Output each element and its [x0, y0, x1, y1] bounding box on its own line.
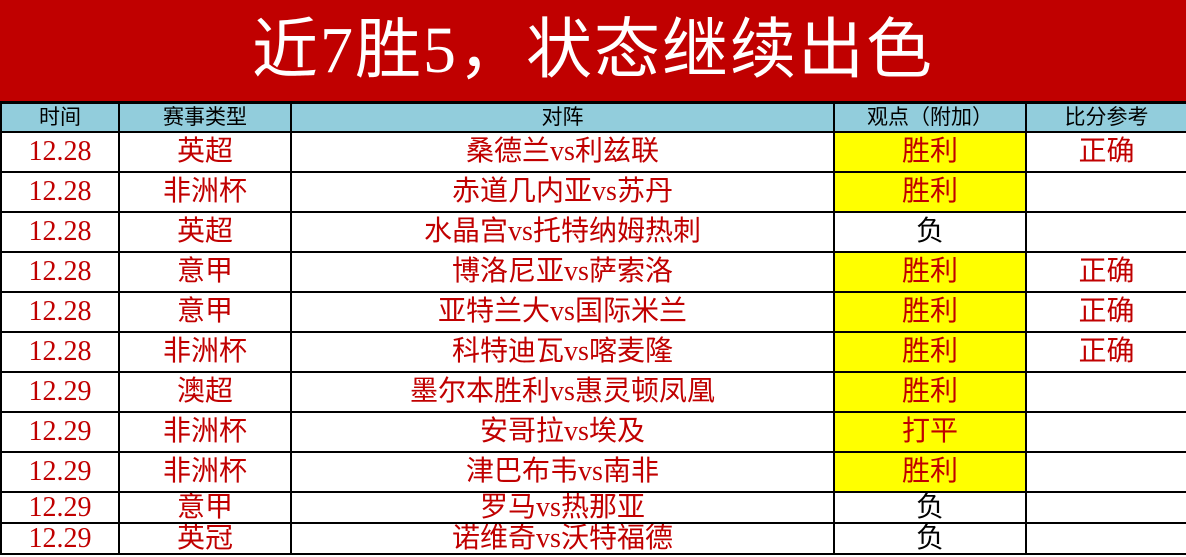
match-cell: 科特迪瓦vs喀麦隆	[290, 331, 835, 373]
pick-cell: 负	[833, 522, 1027, 555]
date-cell: 12.29	[0, 411, 120, 453]
table-row: 12.29 英冠 诺维奇vs沃特福德负	[0, 522, 1186, 555]
table-row: 12.28 意甲 亚特兰大vs国际米兰 胜利 正确	[0, 291, 1186, 333]
score-cell	[1025, 491, 1186, 524]
score-cell	[1025, 451, 1186, 493]
match-cell: 水晶宫vs托特纳姆热刺	[290, 211, 835, 253]
league-cell: 非洲杯	[118, 171, 292, 213]
table-row: 12.29 非洲杯 津巴布韦vs南非 胜利	[0, 451, 1186, 493]
league-cell: 意甲	[118, 491, 292, 524]
score-cell	[1025, 411, 1186, 453]
score-cell: 正确	[1025, 251, 1186, 293]
league-cell: 英超	[118, 211, 292, 253]
score-cell	[1025, 371, 1186, 413]
pick-cell: 负	[833, 491, 1027, 524]
date-cell: 12.28	[0, 331, 120, 373]
date-cell: 12.29	[0, 522, 120, 555]
date-cell: 12.28	[0, 171, 120, 213]
match-table: 时间 赛事类型 对阵 观点（附加） 比分参考 12.28 英超 桑德兰vs利兹联 胜利…	[0, 102, 1186, 555]
date-cell: 12.28	[0, 251, 120, 293]
pick-cell: 胜利	[833, 171, 1027, 213]
match-cell: 博洛尼亚vs萨索洛	[290, 251, 835, 293]
table-row: 12.28 英超 桑德兰vs利兹联 胜利 正确	[0, 131, 1186, 173]
pick-cell: 负	[833, 211, 1027, 253]
match-cell: 桑德兰vs利兹联	[290, 131, 835, 173]
league-cell: 意甲	[118, 251, 292, 293]
date-cell: 12.28	[0, 131, 120, 173]
score-cell	[1025, 211, 1186, 253]
header-match: 对阵	[290, 102, 835, 133]
league-cell: 英冠	[118, 522, 292, 555]
match-cell: 安哥拉vs埃及	[290, 411, 835, 453]
match-cell: 亚特兰大vs国际米兰	[290, 291, 835, 333]
league-cell: 英超	[118, 131, 292, 173]
league-cell: 非洲杯	[118, 451, 292, 493]
date-cell: 12.29	[0, 491, 120, 524]
table-row: 12.28 非洲杯 科特迪瓦vs喀麦隆 胜利 正确	[0, 331, 1186, 373]
score-cell: 正确	[1025, 331, 1186, 373]
date-cell: 12.29	[0, 371, 120, 413]
table-row: 12.29 非洲杯 安哥拉vs埃及 打平	[0, 411, 1186, 453]
header-row: 时间 赛事类型 对阵 观点（附加） 比分参考	[0, 102, 1186, 133]
pick-cell: 胜利	[833, 331, 1027, 373]
match-cell: 津巴布韦vs南非	[290, 451, 835, 493]
pick-cell: 胜利	[833, 371, 1027, 413]
pick-cell: 胜利	[833, 131, 1027, 173]
match-cell: 诺维奇vs沃特福德	[290, 522, 835, 555]
league-cell: 非洲杯	[118, 411, 292, 453]
table-row: 12.29 意甲 罗马vs热那亚负	[0, 491, 1186, 524]
match-cell: 墨尔本胜利vs惠灵顿凤凰	[290, 371, 835, 413]
header-league: 赛事类型	[118, 102, 292, 133]
table-row: 12.28 非洲杯 赤道几内亚vs苏丹 胜利	[0, 171, 1186, 213]
pick-cell: 胜利	[833, 451, 1027, 493]
pick-cell: 胜利	[833, 291, 1027, 333]
header-date: 时间	[0, 102, 120, 133]
match-cell: 赤道几内亚vs苏丹	[290, 171, 835, 213]
score-cell	[1025, 171, 1186, 213]
league-cell: 澳超	[118, 371, 292, 413]
score-cell: 正确	[1025, 131, 1186, 173]
date-cell: 12.28	[0, 291, 120, 333]
table-row: 12.28 意甲 博洛尼亚vs萨索洛 胜利 正确	[0, 251, 1186, 293]
score-cell	[1025, 522, 1186, 555]
header-pick: 观点（附加）	[833, 102, 1027, 133]
header-score: 比分参考	[1025, 102, 1186, 133]
table-row: 12.29 澳超 墨尔本胜利vs惠灵顿凤凰 胜利	[0, 371, 1186, 413]
pick-cell: 打平	[833, 411, 1027, 453]
date-cell: 12.28	[0, 211, 120, 253]
page-title: 近7胜5，状态继续出色	[0, 0, 1186, 102]
date-cell: 12.29	[0, 451, 120, 493]
table-row: 12.28 英超 水晶宫vs托特纳姆热刺负	[0, 211, 1186, 253]
match-cell: 罗马vs热那亚	[290, 491, 835, 524]
league-cell: 意甲	[118, 291, 292, 333]
league-cell: 非洲杯	[118, 331, 292, 373]
score-cell: 正确	[1025, 291, 1186, 333]
pick-cell: 胜利	[833, 251, 1027, 293]
